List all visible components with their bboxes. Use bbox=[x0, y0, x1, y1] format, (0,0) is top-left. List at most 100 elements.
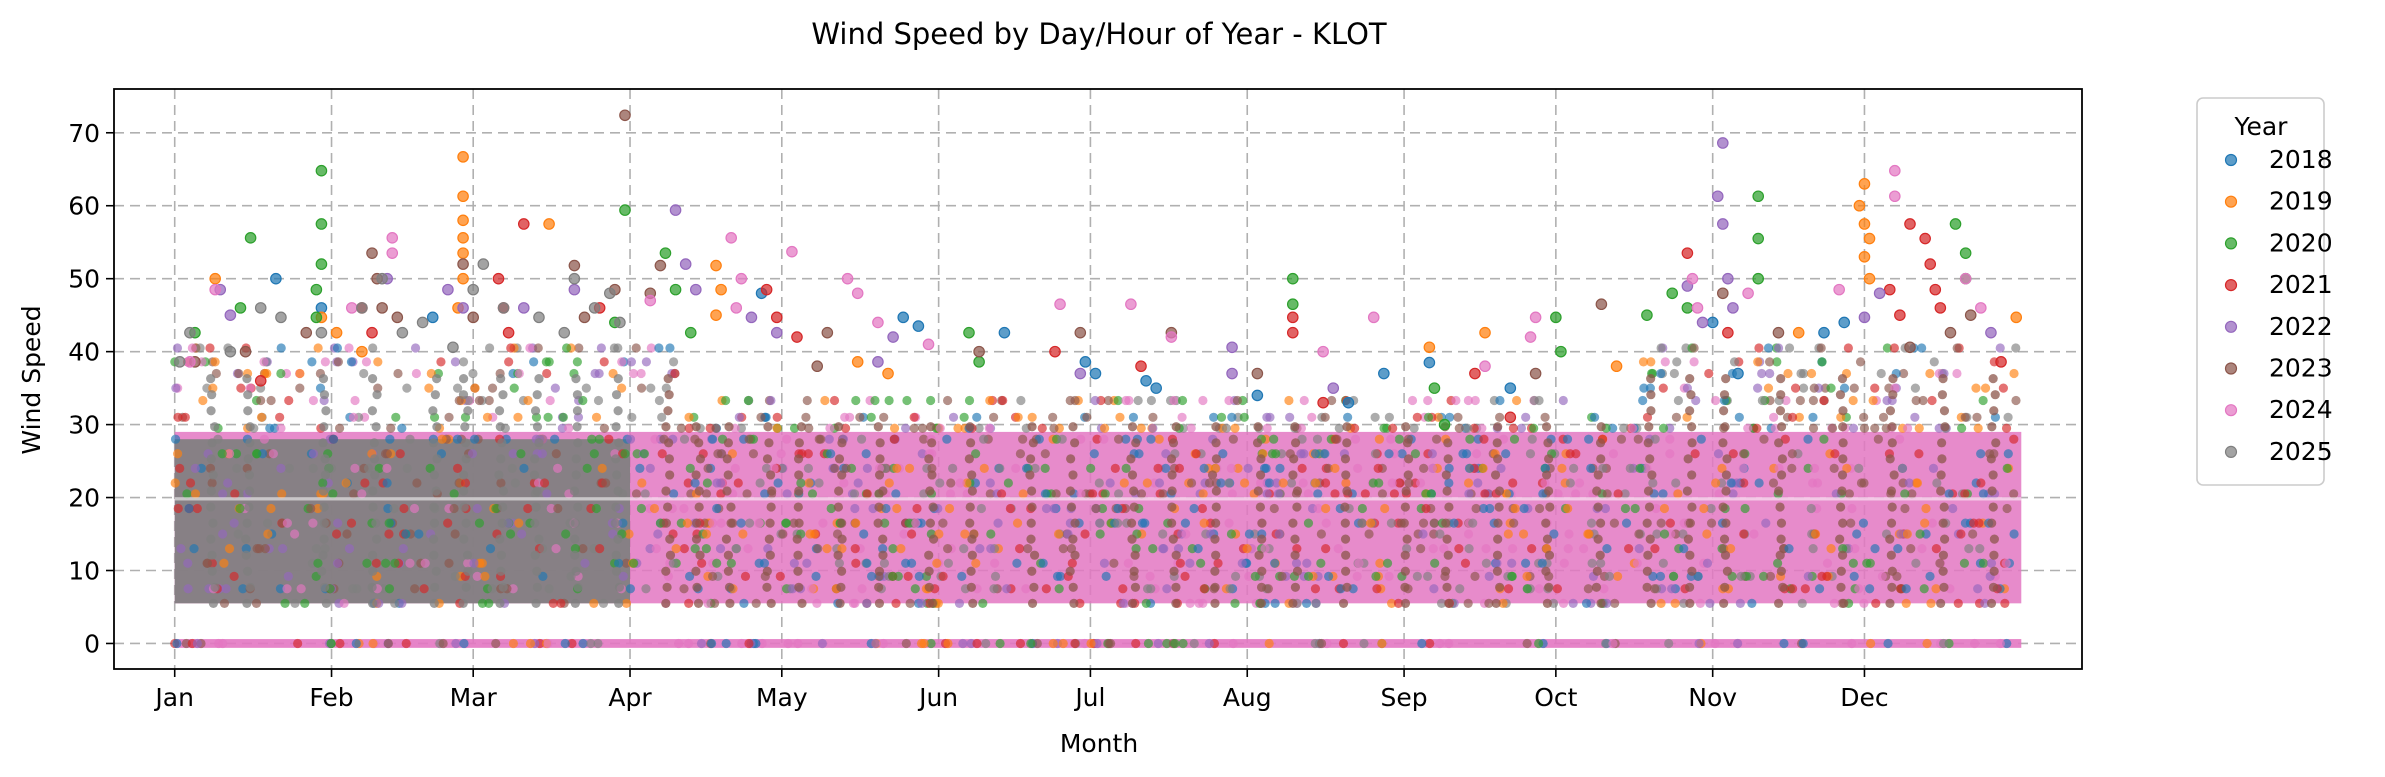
background-point bbox=[1835, 390, 1846, 400]
background-point bbox=[402, 463, 412, 473]
legend-marker-2023 bbox=[2224, 362, 2238, 375]
background-point bbox=[1968, 529, 1978, 539]
background-point bbox=[748, 449, 759, 459]
background-point bbox=[2003, 449, 2013, 459]
background-point bbox=[470, 434, 480, 444]
background-point bbox=[1341, 478, 1351, 488]
background-point bbox=[1493, 454, 1503, 464]
background-point bbox=[968, 598, 978, 608]
background-point bbox=[990, 558, 1000, 568]
background-point bbox=[1389, 489, 1399, 499]
background-point bbox=[1541, 422, 1552, 432]
background-point bbox=[878, 534, 888, 544]
background-point bbox=[1095, 529, 1105, 539]
background-point bbox=[904, 518, 914, 528]
background-point bbox=[1521, 412, 1531, 422]
y-axis-label: Wind Speed bbox=[17, 305, 46, 454]
background-point bbox=[640, 489, 650, 499]
background-point bbox=[796, 422, 807, 432]
background-point bbox=[604, 434, 614, 444]
point-2025 bbox=[315, 326, 328, 339]
x-tick-label: Jun bbox=[917, 683, 958, 712]
background-point bbox=[530, 454, 540, 464]
background-point bbox=[1409, 423, 1419, 433]
background-point bbox=[1859, 478, 1869, 488]
point-2019 bbox=[882, 367, 894, 380]
background-point bbox=[332, 343, 343, 353]
point-2021 bbox=[1317, 396, 1329, 409]
background-point bbox=[256, 395, 266, 406]
background-point bbox=[243, 390, 253, 400]
background-point bbox=[1917, 343, 1927, 353]
background-point bbox=[857, 584, 867, 594]
x-tick-label: Aug bbox=[1223, 683, 1272, 712]
background-point bbox=[2011, 395, 2021, 406]
background-point bbox=[1177, 395, 1188, 406]
background-point bbox=[1919, 584, 1929, 594]
background-point bbox=[1721, 486, 1731, 496]
background-point bbox=[1400, 550, 1410, 560]
background-point bbox=[1199, 584, 1209, 594]
background-point bbox=[909, 412, 919, 422]
point-2019 bbox=[1853, 199, 1866, 212]
background-point bbox=[1161, 463, 1171, 473]
background-point bbox=[683, 638, 694, 649]
background-point bbox=[368, 638, 378, 649]
background-point bbox=[1728, 489, 1738, 499]
point-2021 bbox=[1286, 311, 1299, 324]
background-point bbox=[1169, 395, 1179, 406]
background-point bbox=[1889, 343, 1899, 353]
background-point bbox=[1507, 558, 1517, 568]
background-point bbox=[901, 638, 911, 649]
background-point bbox=[348, 412, 359, 422]
background-point bbox=[880, 518, 890, 528]
background-point bbox=[1563, 503, 1573, 514]
point-2021 bbox=[1924, 258, 1937, 270]
background-point bbox=[1569, 463, 1579, 473]
background-point bbox=[284, 463, 294, 473]
background-point bbox=[1959, 558, 1970, 568]
background-point bbox=[1130, 582, 1141, 592]
background-point bbox=[1646, 406, 1656, 416]
background-point bbox=[1593, 502, 1603, 512]
background-point bbox=[331, 529, 342, 539]
background-point bbox=[1847, 503, 1857, 514]
background-point bbox=[804, 478, 814, 488]
background-point bbox=[1938, 638, 1949, 649]
background-point bbox=[874, 470, 885, 480]
point-2019 bbox=[457, 247, 469, 259]
background-point bbox=[1333, 544, 1343, 554]
background-point bbox=[187, 343, 197, 353]
point-2019 bbox=[1858, 250, 1871, 263]
background-point bbox=[1053, 529, 1064, 539]
background-point bbox=[529, 470, 540, 480]
background-point bbox=[208, 598, 218, 608]
background-point bbox=[1779, 638, 1789, 649]
background-point bbox=[350, 395, 360, 406]
background-point bbox=[1581, 598, 1592, 608]
background-point bbox=[1429, 518, 1439, 528]
background-point bbox=[1687, 502, 1697, 512]
point-2019 bbox=[710, 259, 722, 272]
background-point bbox=[1027, 502, 1037, 512]
legend-marker-2024 bbox=[2224, 404, 2238, 417]
background-point bbox=[318, 550, 328, 560]
point-2022 bbox=[1226, 367, 1238, 380]
background-point bbox=[1492, 566, 1503, 576]
background-point bbox=[793, 566, 803, 576]
background-point bbox=[665, 343, 675, 353]
background-point bbox=[452, 463, 463, 473]
background-point bbox=[369, 454, 380, 464]
background-point bbox=[1980, 383, 1991, 393]
background-point bbox=[350, 463, 360, 473]
background-point bbox=[429, 550, 439, 560]
background-point bbox=[562, 343, 572, 353]
background-point bbox=[631, 343, 641, 353]
background-point bbox=[1822, 558, 1833, 568]
background-point bbox=[580, 558, 590, 568]
background-point bbox=[1216, 478, 1226, 488]
background-point bbox=[459, 638, 469, 649]
point-2023 bbox=[467, 311, 479, 324]
background-point bbox=[1463, 423, 1473, 433]
background-point bbox=[803, 463, 814, 473]
